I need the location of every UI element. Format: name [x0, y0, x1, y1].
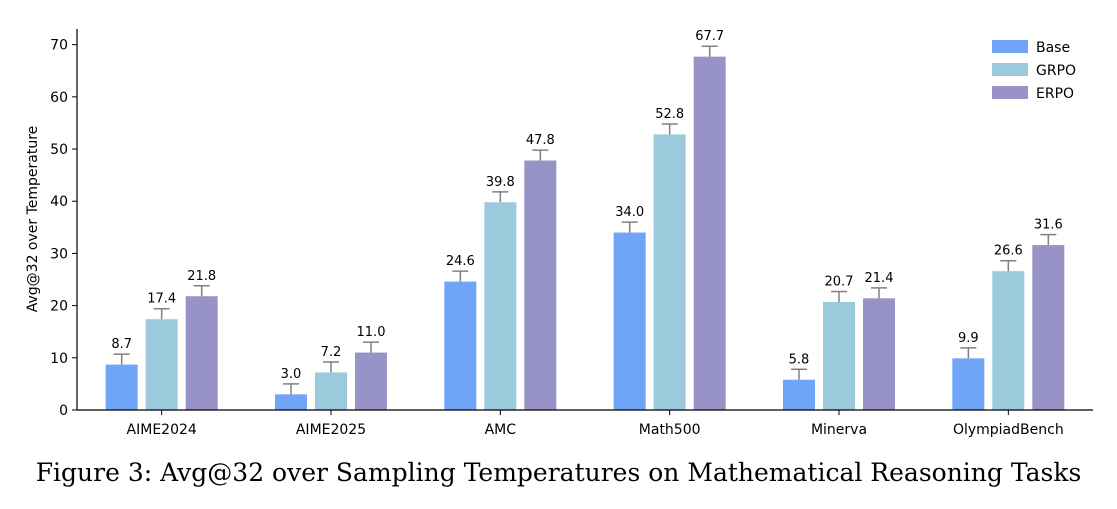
bar — [613, 232, 646, 410]
data-label: 9.9 — [958, 331, 979, 346]
y-tick-label: 0 — [59, 403, 68, 419]
bar — [444, 281, 477, 410]
legend-label: GRPO — [1036, 63, 1076, 79]
bar — [105, 364, 138, 410]
x-tick-label: Math500 — [639, 422, 701, 438]
legend-label: Base — [1036, 40, 1070, 56]
bar — [863, 298, 895, 410]
bar — [355, 352, 387, 410]
error-bars — [113, 45, 1057, 395]
legend-swatch — [992, 40, 1028, 53]
data-label: 52.8 — [655, 107, 684, 122]
data-label: 11.0 — [357, 325, 386, 340]
data-label: 39.8 — [486, 175, 515, 190]
data-label: 47.8 — [526, 133, 555, 148]
bar — [484, 202, 517, 410]
data-label: 26.6 — [994, 244, 1023, 259]
y-tick-label: 10 — [50, 351, 68, 367]
bar — [315, 372, 347, 410]
y-tick-label: 50 — [50, 142, 68, 158]
bar — [653, 134, 686, 410]
bar — [823, 301, 855, 410]
data-label: 21.8 — [187, 269, 216, 284]
x-tick-label: Minerva — [811, 422, 867, 438]
bar — [524, 160, 557, 410]
data-label: 7.2 — [321, 345, 342, 360]
value-labels: 8.7 17.4 21.8 3.0 7.2 11.0 24.6 39.8 47.8 34.0 52.… — [111, 29, 1062, 382]
data-label: 8.7 — [111, 337, 132, 352]
figure-caption: Figure 3: Avg@32 over Sampling Temperatu… — [35, 458, 1082, 487]
bar — [145, 319, 178, 410]
data-label: 21.4 — [865, 271, 894, 286]
y-tick-label: 20 — [50, 299, 68, 315]
bar — [783, 379, 815, 410]
data-label: 31.6 — [1034, 218, 1063, 233]
legend-swatch — [992, 63, 1028, 76]
data-label: 24.6 — [446, 254, 475, 269]
y-tick-label: 30 — [50, 246, 68, 262]
y-tick-label: 70 — [50, 38, 68, 54]
bar — [275, 394, 307, 410]
bar — [693, 56, 726, 410]
bar — [185, 296, 218, 410]
bars — [105, 56, 1065, 410]
y-tick-label: 60 — [50, 90, 68, 106]
legend: Base GRPO ERPO — [992, 40, 1076, 102]
legend-swatch — [992, 86, 1028, 99]
x-tick-label: AMC — [485, 422, 517, 438]
data-label: 5.8 — [789, 352, 810, 367]
data-label: 34.0 — [615, 205, 644, 220]
x-tick-label: AIME2024 — [127, 422, 197, 438]
data-label: 67.7 — [695, 29, 724, 44]
axes: AIME2024 AIME2025 AMC Math500 Minerva Olympia… — [50, 29, 1093, 438]
data-label: 20.7 — [825, 275, 854, 290]
bar — [1032, 245, 1065, 410]
x-tick-label: OlympiadBench — [953, 422, 1064, 438]
data-label: 17.4 — [147, 292, 176, 307]
bar — [952, 358, 985, 410]
y-tick-label: 40 — [50, 194, 68, 210]
y-axis-label: Avg@32 over Temperature — [25, 126, 41, 313]
bar-chart: 8.7 17.4 21.8 3.0 7.2 11.0 24.6 39.8 47.8 34.0 52.… — [25, 29, 1093, 438]
x-tick-label: AIME2025 — [296, 422, 366, 438]
data-label: 3.0 — [281, 367, 302, 382]
bar — [992, 271, 1025, 410]
legend-label: ERPO — [1036, 86, 1074, 102]
